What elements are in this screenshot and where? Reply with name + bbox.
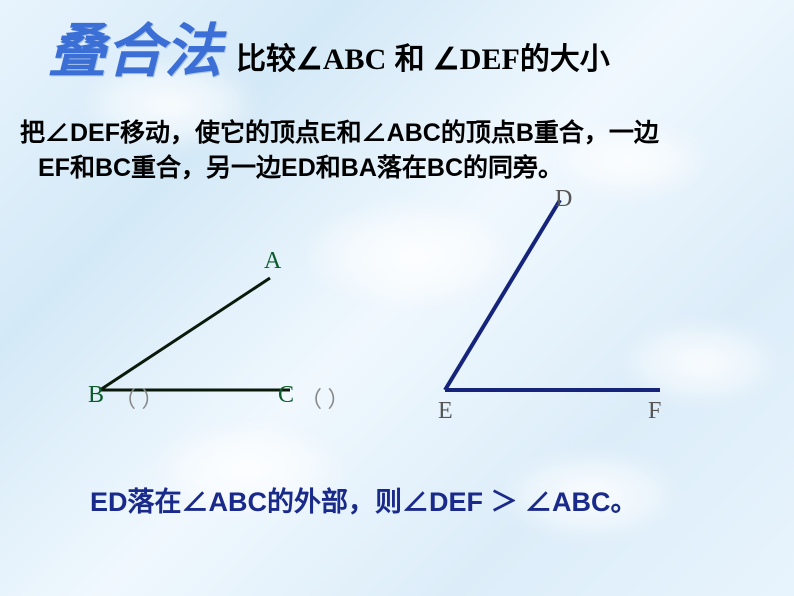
conclusion-text: ED落在∠ABC的外部，则∠DEF ＞ ∠ABC。 <box>90 480 638 519</box>
label-d: D <box>555 186 572 213</box>
label-f: F <box>648 398 661 425</box>
label-e: E <box>438 398 453 425</box>
ray-ed <box>445 200 560 390</box>
